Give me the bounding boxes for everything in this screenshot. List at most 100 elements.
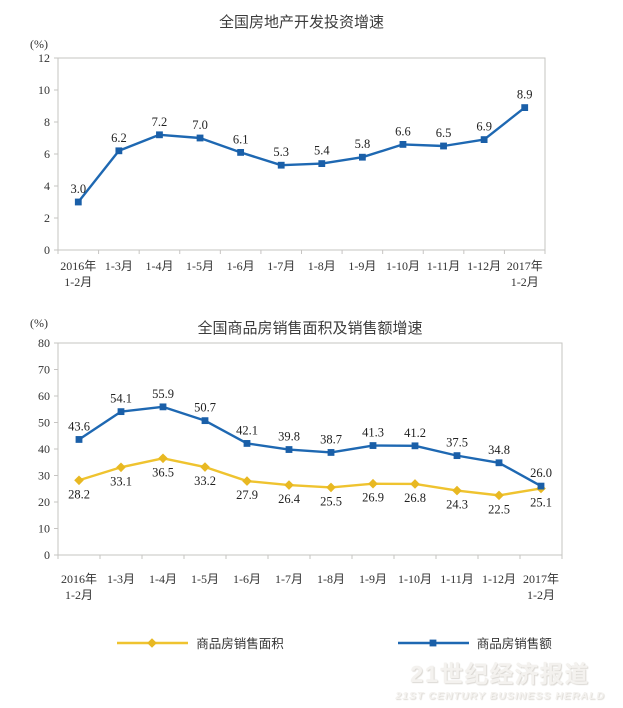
data-point-label: 34.8 (488, 443, 510, 457)
data-point-marker (369, 442, 377, 449)
data-point-label: 3.0 (70, 182, 86, 196)
data-point-label: 7.0 (192, 118, 208, 132)
y-axis-tick-label: 0 (44, 548, 50, 562)
watermark-en-text: 21ST CENTURY BUSINESS HERALD (395, 690, 605, 702)
data-point-marker (243, 440, 251, 447)
data-point-label: 25.1 (530, 495, 552, 509)
data-point-label: 6.1 (233, 132, 249, 146)
y-axis-tick-label: 80 (38, 336, 50, 350)
x-axis-category-label: 1-8月 (317, 572, 345, 586)
data-point-marker (452, 485, 462, 496)
x-axis-category-label: 1-2月 (527, 588, 555, 602)
data-point-marker (494, 490, 504, 501)
x-axis-category-label: 1-5月 (186, 259, 214, 273)
data-point-label: 5.8 (355, 137, 371, 151)
y-axis-tick-label: 4 (44, 179, 50, 193)
legend-marker-icon (117, 637, 189, 648)
y-axis-tick-label: 10 (38, 522, 50, 536)
data-point-label: 5.4 (314, 144, 330, 158)
y-axis-tick-label: 10 (38, 83, 50, 97)
data-point-marker (74, 198, 82, 206)
y-axis-tick-label: 30 (38, 469, 50, 483)
data-point-label: 6.6 (395, 124, 411, 138)
y-axis-tick-label: 50 (38, 416, 50, 430)
y-axis-tick-label: 2 (44, 211, 50, 225)
chart-legend: 商品房销售面积 商品房销售额 (22, 633, 623, 652)
x-axis-category-label: 2016年 (60, 259, 96, 273)
sales-growth-chart: 0 10 20 30 40 50 60 70 80 2016年 1-2月 1-3月 1-4月 1-5月 1-… (30, 316, 563, 602)
data-point-marker (117, 408, 125, 416)
series-line (77, 106, 526, 203)
x-axis-category-label: 1-2月 (511, 275, 539, 289)
data-point-marker (115, 147, 123, 155)
data-point-marker (521, 104, 529, 111)
data-point-marker (318, 160, 326, 167)
x-axis-category-label: 1-2月 (64, 275, 92, 289)
x-axis-category-label: 1-4月 (145, 259, 173, 273)
x-axis-category-label: 1-11月 (440, 572, 474, 586)
data-point-marker (411, 442, 419, 450)
data-point-marker (368, 478, 378, 489)
plot-area-border (57, 57, 546, 251)
data-point-marker (74, 475, 84, 486)
plot-area-border (57, 342, 563, 556)
data-point-label: 33.2 (194, 474, 216, 488)
x-axis-category-label: 1-3月 (105, 259, 133, 273)
x-axis-category-label: 1-10月 (386, 259, 420, 273)
data-point-label: 41.2 (404, 426, 426, 440)
data-point-marker (399, 141, 407, 148)
data-point-marker (453, 452, 461, 460)
data-point-marker (196, 134, 204, 142)
data-point-marker (75, 436, 83, 443)
data-point-label: 8.9 (517, 88, 533, 102)
x-axis-category-label: 1-10月 (398, 572, 432, 586)
data-point-marker (159, 403, 167, 411)
investment-growth-chart: 0 2 4 6 8 10 12 2016年 1-2月 1-3月 1-4月 1-5月 1-6月 1-7月 1-… (30, 13, 546, 289)
data-point-marker (158, 453, 168, 464)
chart-title: 全国房地产开发投资增速 (219, 13, 384, 31)
data-point-marker (440, 142, 447, 150)
data-point-label: 36.5 (152, 465, 174, 479)
data-point-marker (147, 637, 158, 648)
y-axis-tick-label: 0 (44, 243, 50, 257)
x-axis-category-label: 2017年 (523, 572, 559, 586)
series-line (78, 457, 542, 497)
data-point-marker (277, 161, 285, 169)
data-point-marker (327, 449, 335, 456)
y-axis-tick-label: 40 (38, 442, 50, 456)
data-point-marker (200, 462, 210, 472)
x-axis-category-label: 1-5月 (191, 572, 219, 586)
y-axis-unit-label: (%) (30, 316, 48, 330)
data-point-label: 5.3 (273, 145, 289, 159)
data-point-label: 54.1 (110, 392, 132, 406)
data-point-label: 24.3 (446, 498, 468, 512)
data-point-label: 6.9 (476, 120, 492, 134)
data-point-label: 6.2 (111, 131, 127, 145)
legend-label: 商品房销售额 (476, 637, 552, 651)
data-point-label: 38.7 (320, 432, 342, 446)
x-axis-category-label: 1-9月 (359, 572, 387, 586)
data-point-marker (116, 462, 126, 473)
x-axis-category-label: 1-12月 (482, 572, 516, 586)
data-point-label: 6.5 (436, 126, 452, 140)
data-point-label: 25.5 (320, 494, 342, 508)
watermark: 21世纪经济报道 21ST CENTURY BUSINESS HERALD (395, 655, 605, 702)
data-point-marker (410, 479, 420, 489)
data-point-label: 37.5 (446, 436, 468, 450)
x-axis-category-label: 2017年 (507, 259, 543, 273)
data-point-label: 7.2 (152, 115, 168, 129)
y-axis-tick-label: 60 (38, 389, 50, 403)
y-axis-tick-label: 70 (38, 363, 50, 377)
data-point-label: 22.5 (488, 502, 510, 516)
data-point-marker (495, 459, 503, 467)
data-point-label: 41.3 (362, 426, 384, 440)
data-point-marker (156, 131, 163, 139)
data-point-label: 42.1 (236, 423, 258, 437)
data-point-label: 27.9 (236, 488, 258, 502)
x-axis-category-label: 1-11月 (427, 259, 461, 273)
x-axis-category-label: 1-7月 (267, 259, 295, 273)
data-point-label: 50.7 (194, 401, 216, 415)
data-point-label: 26.9 (362, 491, 384, 505)
x-axis-category-label: 1-6月 (227, 259, 255, 273)
legend-marker-icon (397, 639, 469, 646)
